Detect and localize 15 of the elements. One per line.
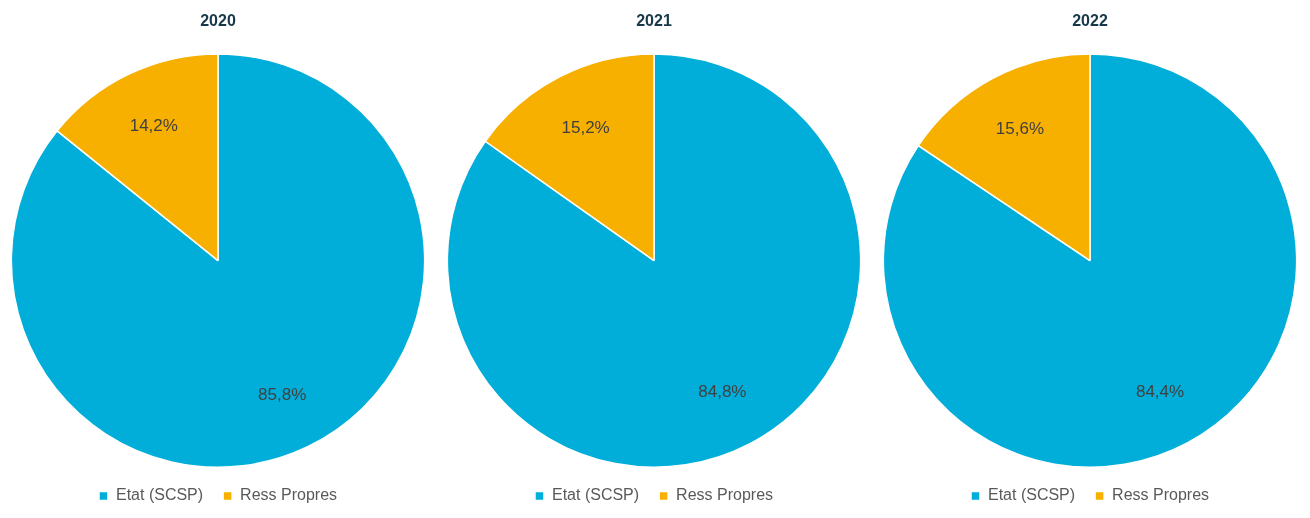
data-label: 84,8%: [698, 382, 747, 402]
legend-label: Etat (SCSP): [115, 486, 204, 504]
data-label: 84,4%: [1135, 381, 1185, 401]
legend-label: Ress Propres: [240, 486, 338, 504]
legend-label: Etat (SCSP): [551, 486, 640, 504]
legend-label: Etat (SCSP): [987, 486, 1076, 504]
data-label: 14,2%: [129, 116, 178, 136]
legend-label: Ress Propres: [1112, 486, 1210, 504]
chart-title: 2021: [636, 12, 672, 30]
data-label: 15,2%: [561, 118, 610, 138]
legend-label: Ress Propres: [676, 486, 774, 504]
data-label: 15,6%: [995, 119, 1045, 139]
data-label: 85,8%: [258, 384, 307, 404]
chart-title: 2022: [1072, 12, 1108, 30]
chart-title: 2020: [200, 12, 236, 30]
